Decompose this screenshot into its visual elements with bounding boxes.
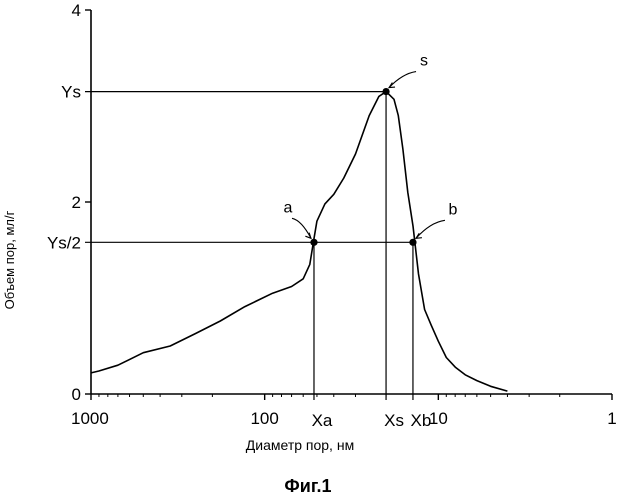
y-axis-label: Объем пор, мл/г — [2, 210, 17, 309]
point-label-s: s — [420, 53, 428, 70]
series-line — [91, 92, 507, 392]
x-reference-label: Xb — [411, 411, 432, 430]
point-b — [409, 239, 416, 246]
x-tick-label: 10 — [429, 409, 448, 428]
x-tick-label: 1 — [607, 409, 616, 428]
axes — [91, 10, 612, 394]
reference-lines: Ys Ys/2 Xa Xs Xb — [47, 83, 431, 430]
y-tick-label: 4 — [72, 1, 81, 20]
axis-ticks: 1000100101024 — [71, 1, 617, 428]
x-tick-label: 100 — [250, 409, 278, 428]
x-tick-label: 1000 — [71, 409, 109, 428]
y-reference-label: Ys — [61, 83, 81, 102]
point-arrow-a — [292, 218, 311, 238]
x-reference-label: Xs — [384, 411, 404, 430]
x-reference-label: Xa — [312, 411, 333, 430]
point-arrow-b — [416, 220, 445, 238]
point-arrow-s — [389, 72, 416, 88]
figure-caption: Фиг.1 — [284, 476, 331, 496]
point-label-a: a — [284, 199, 293, 216]
x-axis-label: Диаметр пор, нм — [246, 437, 354, 453]
point-a — [310, 239, 317, 246]
y-tick-label: 0 — [72, 385, 81, 404]
y-tick-label: 2 — [72, 193, 81, 212]
marked-points: a s b — [284, 53, 458, 246]
y-reference-label: Ys/2 — [47, 233, 81, 252]
point-label-b: b — [449, 201, 458, 218]
point-s — [382, 88, 389, 95]
